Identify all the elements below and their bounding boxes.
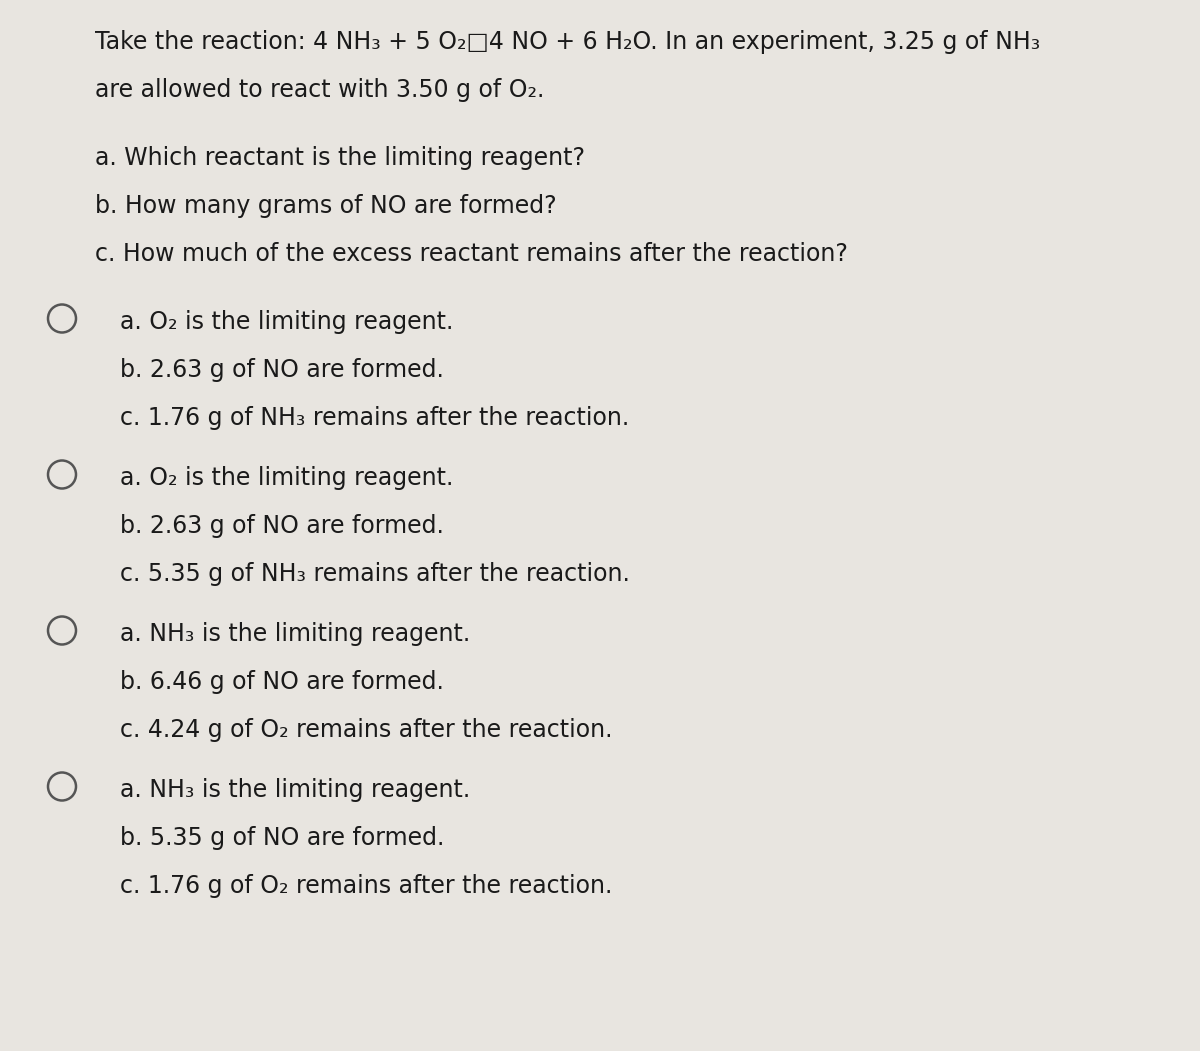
Text: c. 1.76 g of O₂ remains after the reaction.: c. 1.76 g of O₂ remains after the reacti… (120, 874, 612, 898)
Text: b. 2.63 g of NO are formed.: b. 2.63 g of NO are formed. (120, 358, 444, 382)
Text: a. Which reactant is the limiting reagent?: a. Which reactant is the limiting reagen… (95, 146, 586, 170)
Text: a. NH₃ is the limiting reagent.: a. NH₃ is the limiting reagent. (120, 622, 470, 646)
Text: b. 2.63 g of NO are formed.: b. 2.63 g of NO are formed. (120, 514, 444, 538)
Text: c. 1.76 g of NH₃ remains after the reaction.: c. 1.76 g of NH₃ remains after the react… (120, 406, 629, 430)
Text: Take the reaction: 4 NH₃ + 5 O₂□4 NO + 6 H₂O. In an experiment, 3.25 g of NH₃: Take the reaction: 4 NH₃ + 5 O₂□4 NO + 6… (95, 30, 1040, 54)
Text: b. How many grams of NO are formed?: b. How many grams of NO are formed? (95, 194, 557, 218)
Text: a. O₂ is the limiting reagent.: a. O₂ is the limiting reagent. (120, 466, 454, 490)
Text: b. 6.46 g of NO are formed.: b. 6.46 g of NO are formed. (120, 669, 444, 694)
Text: are allowed to react with 3.50 g of O₂.: are allowed to react with 3.50 g of O₂. (95, 78, 545, 102)
Text: c. 5.35 g of NH₃ remains after the reaction.: c. 5.35 g of NH₃ remains after the react… (120, 562, 630, 586)
Text: b. 5.35 g of NO are formed.: b. 5.35 g of NO are formed. (120, 826, 444, 850)
Text: c. How much of the excess reactant remains after the reaction?: c. How much of the excess reactant remai… (95, 242, 848, 266)
Text: a. NH₃ is the limiting reagent.: a. NH₃ is the limiting reagent. (120, 778, 470, 802)
Text: c. 4.24 g of O₂ remains after the reaction.: c. 4.24 g of O₂ remains after the reacti… (120, 718, 612, 742)
Text: a. O₂ is the limiting reagent.: a. O₂ is the limiting reagent. (120, 310, 454, 334)
